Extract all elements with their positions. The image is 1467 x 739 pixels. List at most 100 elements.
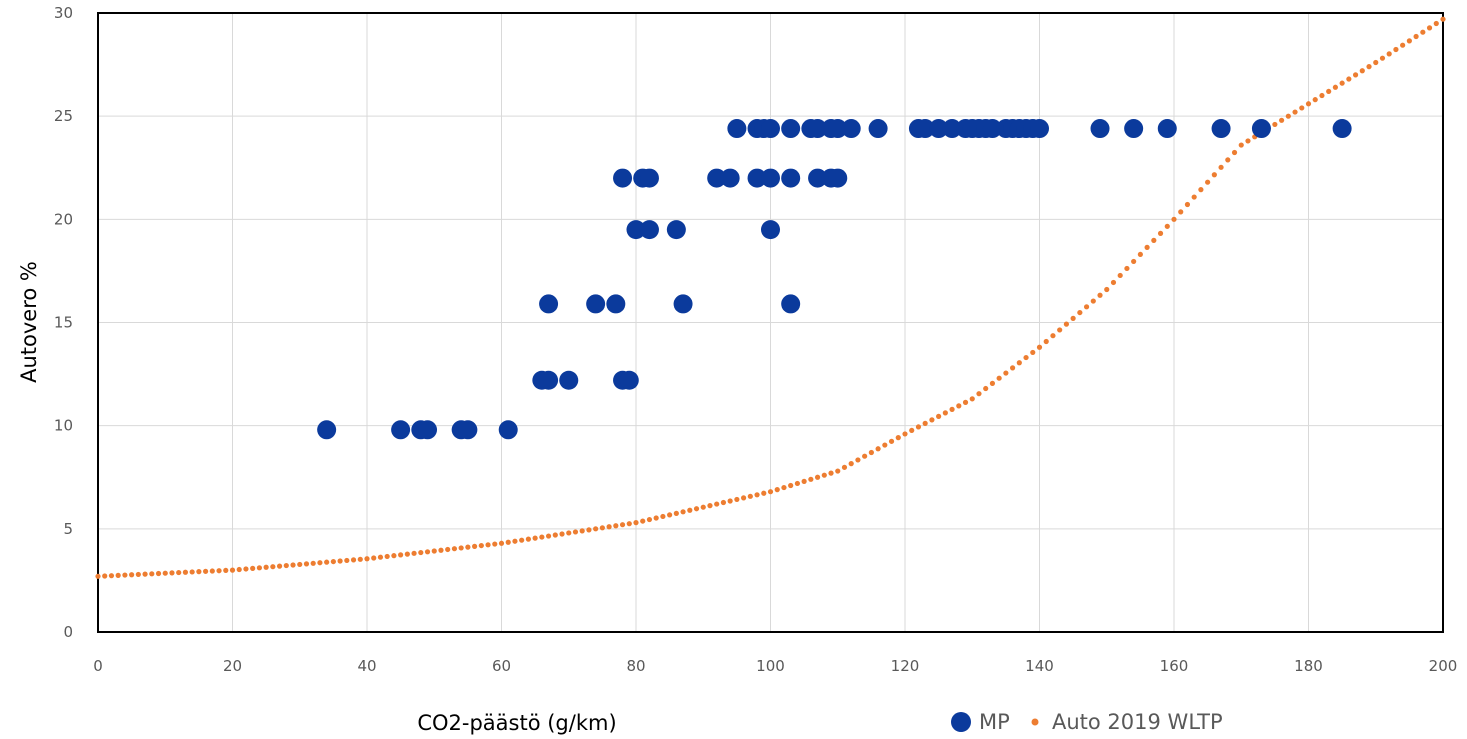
auto-data-point — [1413, 33, 1419, 40]
mp-data-point — [929, 119, 949, 139]
auto-data-point — [1332, 84, 1338, 90]
auto-data-point — [1171, 216, 1177, 222]
auto-data-point — [909, 427, 915, 434]
auto-data-point — [781, 484, 787, 491]
auto-data-point — [1184, 201, 1191, 208]
mp-data-point — [761, 168, 780, 188]
auto-data-point — [593, 526, 599, 532]
auto-data-point — [532, 535, 538, 541]
auto-data-point — [1057, 327, 1063, 333]
auto-data-point — [761, 490, 767, 496]
mp-data-point — [418, 420, 438, 440]
mp-data-point — [626, 220, 646, 240]
auto-data-point — [801, 478, 807, 484]
auto-data-point — [1144, 244, 1150, 250]
auto-data-point — [1077, 309, 1083, 316]
auto-data-point — [983, 385, 989, 392]
auto-data-point — [1366, 64, 1372, 70]
auto-data-point — [122, 572, 128, 578]
auto-data-point — [539, 534, 545, 540]
auto-data-point — [1137, 251, 1143, 258]
auto-data-point — [310, 560, 316, 566]
auto-data-point — [1279, 117, 1285, 123]
auto-data-point — [1090, 298, 1096, 304]
mp-data-point — [391, 420, 411, 440]
mp-data-point — [781, 168, 801, 188]
auto-data-point — [424, 549, 431, 555]
auto-data-point — [1151, 237, 1157, 243]
auto-data-point — [505, 539, 511, 545]
auto-data-point — [176, 569, 182, 576]
mp-data-point — [828, 119, 848, 139]
auto-data-point — [1386, 51, 1392, 57]
auto-data-point — [956, 403, 962, 409]
mp-data-point — [1124, 119, 1144, 139]
auto-data-point — [465, 544, 471, 550]
auto-data-point — [371, 555, 377, 561]
auto-data-point — [182, 569, 189, 575]
auto-data-point — [714, 501, 720, 507]
auto-data-point — [196, 569, 202, 575]
mp-data-point — [639, 220, 659, 240]
auto-data-point — [438, 547, 444, 553]
auto-data-point — [1164, 223, 1170, 229]
auto-data-point — [115, 572, 121, 578]
auto-data-point — [559, 531, 565, 537]
auto-data-point — [835, 468, 841, 474]
auto-data-point — [680, 509, 686, 515]
auto-data-point — [1339, 80, 1345, 86]
auto-data-point — [317, 560, 323, 566]
auto-data-point — [1373, 59, 1379, 66]
auto-data-point — [1433, 20, 1439, 27]
auto-data-point — [1104, 286, 1110, 293]
series-auto-2019-wltp — [95, 16, 1446, 579]
x-tick-label: 160 — [1160, 657, 1189, 675]
mp-data-point — [1251, 119, 1271, 139]
plot-frame — [97, 12, 1444, 633]
auto-data-point — [1352, 72, 1359, 78]
auto-data-point — [108, 573, 115, 579]
auto-data-point — [922, 420, 928, 426]
auto-data-point — [989, 380, 996, 386]
auto-data-point — [1131, 258, 1137, 265]
mp-data-point — [539, 294, 559, 314]
auto-data-point — [209, 568, 215, 574]
auto-data-point — [169, 570, 175, 576]
auto-data-point — [1359, 68, 1365, 74]
auto-data-point — [848, 461, 854, 467]
auto-data-point — [828, 470, 834, 476]
auto-data-point — [1393, 46, 1399, 53]
mp-data-point — [458, 420, 478, 440]
legend-mp-label: MP — [979, 710, 1010, 734]
mp-data-point — [808, 119, 828, 139]
auto-data-point — [1003, 370, 1009, 376]
auto-data-point — [1211, 172, 1217, 178]
auto-data-point — [626, 521, 632, 527]
auto-data-point — [250, 565, 256, 571]
mp-data-point — [781, 119, 801, 139]
y-tick-label: 5 — [63, 520, 73, 538]
auto-data-point — [1319, 92, 1325, 99]
auto-data-point — [653, 515, 659, 521]
auto-data-point — [862, 453, 868, 459]
auto-data-point — [324, 559, 330, 565]
auto-data-point — [929, 417, 935, 423]
auto-data-point — [1400, 42, 1406, 48]
mp-data-point — [1030, 119, 1049, 139]
auto-data-point — [841, 464, 848, 470]
auto-data-point — [895, 435, 901, 441]
mp-data-point — [1090, 119, 1110, 139]
mp-data-point — [747, 168, 767, 188]
auto-data-point — [377, 554, 384, 560]
auto-data-point — [1198, 187, 1204, 193]
auto-data-point — [1420, 29, 1426, 35]
auto-data-point — [747, 493, 753, 499]
x-tick-label: 60 — [492, 657, 511, 675]
auto-data-point — [552, 532, 558, 538]
auto-data-point — [774, 487, 780, 493]
y-tick-label: 15 — [54, 314, 73, 332]
auto-data-point — [855, 457, 861, 463]
mp-data-point — [915, 119, 935, 139]
auto-data-point — [566, 530, 572, 536]
auto-data-point — [1285, 113, 1291, 119]
